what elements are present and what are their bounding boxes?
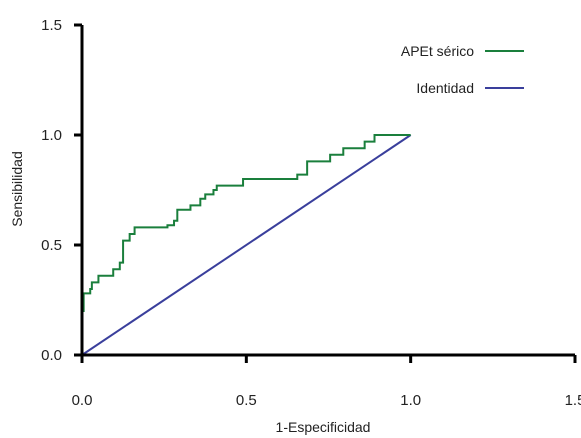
legend-label-identidad: Identidad bbox=[416, 80, 474, 96]
legend-label-apet: APEt sérico bbox=[401, 43, 474, 59]
axes bbox=[80, 25, 575, 357]
series-line-apet-serico bbox=[81, 134, 411, 355]
x-tick-label: 0.0 bbox=[72, 392, 93, 409]
x-tick-label: 1.5 bbox=[565, 392, 581, 409]
y-tick-label: 1.0 bbox=[41, 127, 62, 144]
x-tick-label: 0.5 bbox=[236, 392, 257, 409]
x-axis-label: 1-Especificidad bbox=[276, 419, 371, 435]
plot-area bbox=[81, 134, 412, 356]
ticks: 0.0 0.5 1.0 1.5 0.0 0.5 1.0 1.5 bbox=[41, 17, 581, 409]
y-tick-label: 0.0 bbox=[41, 347, 62, 364]
y-axis-label: Sensibilidad bbox=[9, 151, 25, 227]
x-tick-label: 1.0 bbox=[400, 392, 421, 409]
legend: APEt sérico Identidad bbox=[401, 43, 524, 96]
y-tick-label: 0.5 bbox=[41, 237, 62, 254]
y-tick-label: 1.5 bbox=[41, 17, 62, 34]
series-line-identidad bbox=[81, 134, 412, 356]
